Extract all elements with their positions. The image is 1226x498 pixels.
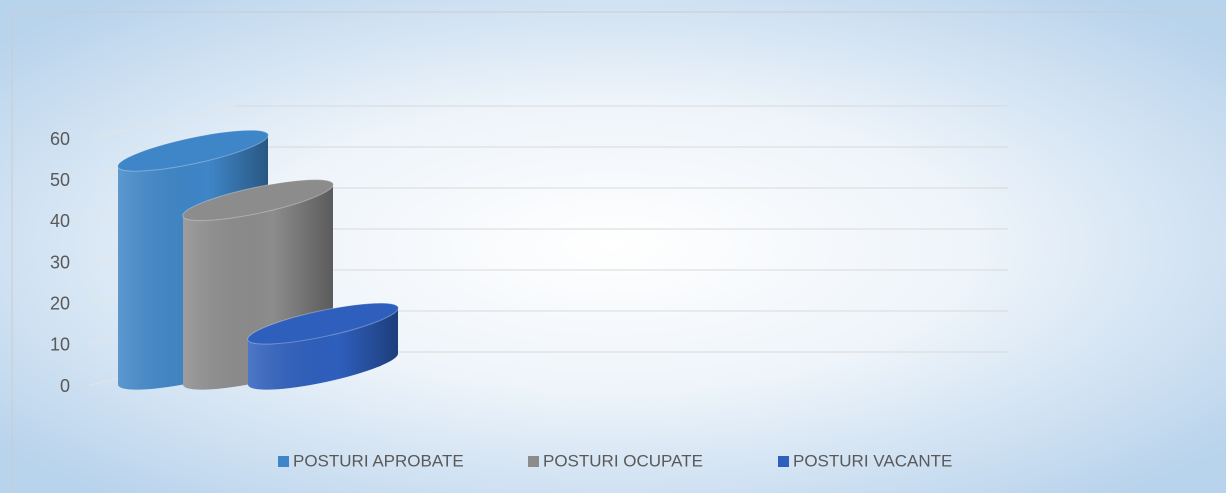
legend-label: POSTURI OCUPATE — [543, 451, 703, 470]
y-tick-label: 10 — [50, 335, 70, 355]
border — [11, 11, 1226, 493]
legend-swatch — [528, 456, 539, 467]
side-grid-line — [89, 105, 236, 139]
y-tick-label: 30 — [50, 252, 70, 272]
legend-label: POSTURI VACANTE — [793, 451, 952, 470]
cylinder-top — [247, 302, 399, 345]
y-tick-label: 40 — [50, 211, 70, 231]
legend-swatch — [778, 456, 789, 467]
y-tick-label: 20 — [50, 293, 70, 313]
cylinder-top — [117, 129, 269, 172]
y-tick-label: 50 — [50, 170, 70, 190]
y-tick-label: 60 — [50, 129, 70, 149]
cylinder-top — [182, 179, 334, 222]
legend-label: POSTURI APROBATE — [293, 451, 464, 470]
legend-swatch — [278, 456, 289, 467]
cylinder-shade — [248, 307, 399, 390]
y-tick-label: 0 — [60, 376, 70, 396]
